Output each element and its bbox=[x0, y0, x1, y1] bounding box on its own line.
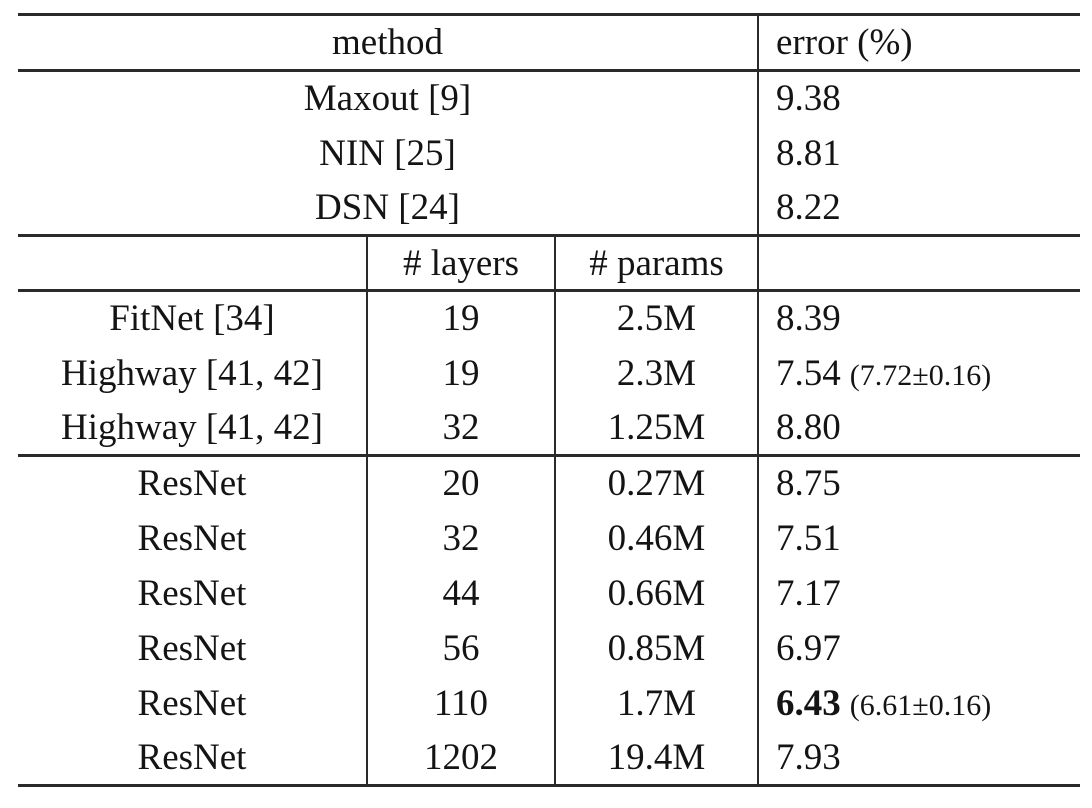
layers-cell: 19 bbox=[366, 290, 555, 346]
method-cell: ResNet bbox=[137, 682, 247, 724]
method-cell: NIN [25] bbox=[319, 132, 456, 174]
error-value: 7.54 bbox=[776, 352, 841, 394]
method-cell: ResNet bbox=[137, 627, 247, 669]
table-row: DSN [24] 8.22 bbox=[18, 180, 1080, 237]
table-row: ResNet 20 0.27M 8.75 bbox=[18, 455, 1080, 511]
error-cell: 7.51 bbox=[757, 510, 1080, 566]
best-error-value: 6.43 bbox=[776, 682, 841, 724]
layers-cell: 56 bbox=[366, 620, 555, 676]
error-value: 6.97 bbox=[776, 627, 841, 669]
error-value: 7.51 bbox=[776, 517, 841, 559]
layers-cell: 32 bbox=[366, 400, 555, 457]
params-cell: 2.3M bbox=[554, 345, 758, 401]
method-column-header: method bbox=[18, 14, 758, 72]
error-cell: 7.93 bbox=[757, 730, 1080, 786]
layers-cell: 32 bbox=[366, 510, 555, 566]
table-row: Highway [41, 42] 19 2.3M 7.54 (7.72±0.16) bbox=[18, 345, 1080, 401]
table-row: Maxout [9] 9.38 bbox=[18, 70, 1080, 126]
error-cell: 8.75 bbox=[757, 455, 1080, 511]
error-cell: 8.39 bbox=[757, 290, 1080, 346]
params-cell: 1.7M bbox=[554, 675, 758, 731]
table-row: ResNet 32 0.46M 7.51 bbox=[18, 510, 1080, 566]
method-cell: Highway [41, 42] bbox=[60, 352, 324, 394]
error-column-header: error (%) bbox=[757, 14, 1080, 72]
table-row: ResNet 110 1.7M 6.43 (6.61±0.16) bbox=[18, 675, 1080, 731]
error-cell: 9.38 bbox=[757, 70, 1080, 126]
cifar-error-results-table: method error (%) Maxout [9] 9.38 NIN [25… bbox=[18, 13, 1080, 787]
table-row: Highway [41, 42] 32 1.25M 8.80 bbox=[18, 400, 1080, 457]
table-row: ResNet 56 0.85M 6.97 bbox=[18, 620, 1080, 676]
table-subheader-row: # layers # params bbox=[18, 235, 1080, 292]
method-cell: FitNet [34] bbox=[109, 298, 275, 340]
params-cell: 0.46M bbox=[554, 510, 758, 566]
layers-cell: 19 bbox=[366, 345, 555, 401]
error-cell: 7.54 (7.72±0.16) bbox=[757, 345, 1080, 401]
empty-cell bbox=[18, 235, 367, 292]
error-value: 8.75 bbox=[776, 463, 841, 505]
params-cell: 0.85M bbox=[554, 620, 758, 676]
error-value: 7.93 bbox=[776, 736, 841, 778]
method-cell: Maxout [9] bbox=[303, 78, 472, 120]
params-cell: 1.25M bbox=[554, 400, 758, 457]
error-cell: 7.17 bbox=[757, 565, 1080, 621]
table-row: FitNet [34] 19 2.5M 8.39 bbox=[18, 290, 1080, 346]
table-row: ResNet 1202 19.4M 7.93 bbox=[18, 730, 1080, 786]
method-cell: ResNet bbox=[137, 517, 247, 559]
table-row: NIN [25] 8.81 bbox=[18, 125, 1080, 181]
params-cell: 0.66M bbox=[554, 565, 758, 621]
params-cell: 2.5M bbox=[554, 290, 758, 346]
error-value: 8.80 bbox=[776, 406, 841, 448]
layers-cell: 1202 bbox=[366, 730, 555, 786]
table-header-row: method error (%) bbox=[18, 14, 1080, 72]
params-cell: 19.4M bbox=[554, 730, 758, 786]
error-value: 7.17 bbox=[776, 572, 841, 614]
method-cell: DSN [24] bbox=[18, 180, 758, 237]
error-cell: 6.97 bbox=[757, 620, 1080, 676]
layers-column-header: # layers bbox=[366, 235, 555, 292]
method-cell: ResNet bbox=[137, 736, 247, 778]
layers-cell: 44 bbox=[366, 565, 555, 621]
error-value: 8.39 bbox=[776, 298, 841, 340]
error-cell: 8.81 bbox=[757, 125, 1080, 181]
error-cell: 8.22 bbox=[757, 180, 1080, 237]
error-std-note: (6.61±0.16) bbox=[849, 688, 992, 722]
method-cell: ResNet bbox=[137, 572, 247, 614]
params-cell: 0.27M bbox=[554, 455, 758, 511]
layers-cell: 20 bbox=[366, 455, 555, 511]
error-cell: 6.43 (6.61±0.16) bbox=[757, 675, 1080, 731]
method-cell: Highway [41, 42] bbox=[18, 400, 367, 457]
method-cell: ResNet bbox=[137, 463, 247, 505]
table-row: ResNet 44 0.66M 7.17 bbox=[18, 565, 1080, 621]
layers-cell: 110 bbox=[366, 675, 555, 731]
error-cell: 8.80 bbox=[757, 400, 1080, 457]
empty-cell bbox=[757, 235, 1080, 292]
error-std-note: (7.72±0.16) bbox=[849, 358, 992, 392]
params-column-header: # params bbox=[554, 235, 758, 292]
